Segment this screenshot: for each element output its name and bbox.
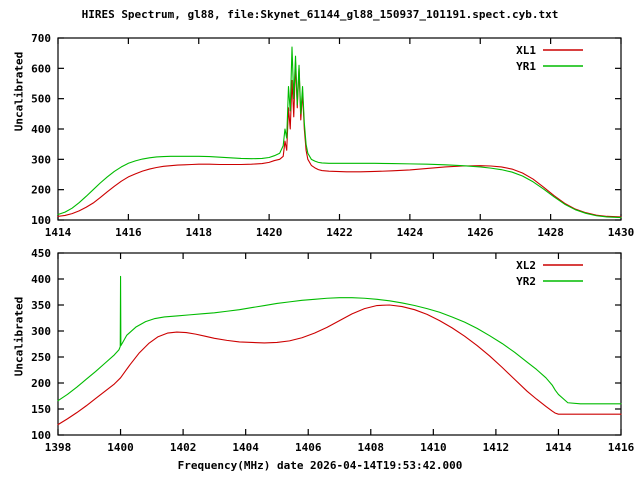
x-tick-label: 1404	[232, 441, 259, 454]
series-line-XL2	[57, 304, 622, 426]
plot-panel-bottom: 1398 1400 1402 1404 1406 1408 1410 1412 1414 1416…	[31, 247, 634, 454]
x-tick-label: 1400	[107, 441, 134, 454]
x-tick-label: 1402	[170, 441, 197, 454]
x-tick-label: 1414	[45, 226, 72, 239]
legend-label-XL2: XL2	[516, 259, 536, 272]
legend-label-YR2: YR2	[516, 275, 536, 288]
series-line-XL1	[57, 61, 622, 218]
y-tick-label: 150	[31, 403, 51, 416]
x-tick-label: 1414	[545, 441, 572, 454]
y-tick-label: 250	[31, 351, 51, 364]
y-tick-label: 350	[31, 299, 51, 312]
x-tick-label: 1420	[256, 226, 283, 239]
y-tick-label: 400	[31, 273, 51, 286]
plot-frame-bottom	[57, 252, 622, 436]
y-tick-label: 400	[31, 123, 51, 136]
y-tick-label: 700	[31, 32, 51, 45]
x-tick-label: 1424	[397, 226, 424, 239]
y-tick-label: 200	[31, 377, 51, 390]
series-line-YR1	[57, 46, 622, 219]
x-axis-label: Frequency(MHz) date 2026-04-14T19:53:42.…	[177, 459, 463, 472]
plot-panel-top: 1414 1416 1418 1420 1422 1424 1426 1428 1430 100 2…	[31, 32, 634, 239]
x-tick-label: 1426	[467, 226, 494, 239]
y-tick-label: 200	[31, 184, 51, 197]
x-tick-label: 1428	[537, 226, 564, 239]
series-line-YR2	[57, 275, 622, 405]
y-tick-label: 500	[31, 93, 51, 106]
y-tick-label: 450	[31, 247, 51, 260]
x-tick-label: 1410	[420, 441, 447, 454]
x-tick-label: 1422	[326, 226, 353, 239]
y-tick-label: 600	[31, 62, 51, 75]
x-tick-label: 1416	[115, 226, 142, 239]
y-tick-label: 100	[31, 429, 51, 442]
x-tick-label: 1418	[186, 226, 213, 239]
x-tick-label: 1398	[45, 441, 72, 454]
x-tick-label: 1416	[608, 441, 635, 454]
plot-frame-top	[57, 37, 622, 221]
page-title: HIRES Spectrum, gl88, file:Skynet_61144_…	[81, 8, 559, 21]
y-tick-label: 100	[31, 214, 51, 227]
legend-label-YR1: YR1	[516, 60, 536, 73]
x-tick-label: 1406	[295, 441, 322, 454]
legend-label-XL1: XL1	[516, 44, 536, 57]
y-tick-label: 300	[31, 325, 51, 338]
x-tick-label: 1412	[483, 441, 510, 454]
x-tick-label: 1430	[608, 226, 635, 239]
x-tick-label: 1408	[358, 441, 385, 454]
y-tick-label: 300	[31, 153, 51, 166]
